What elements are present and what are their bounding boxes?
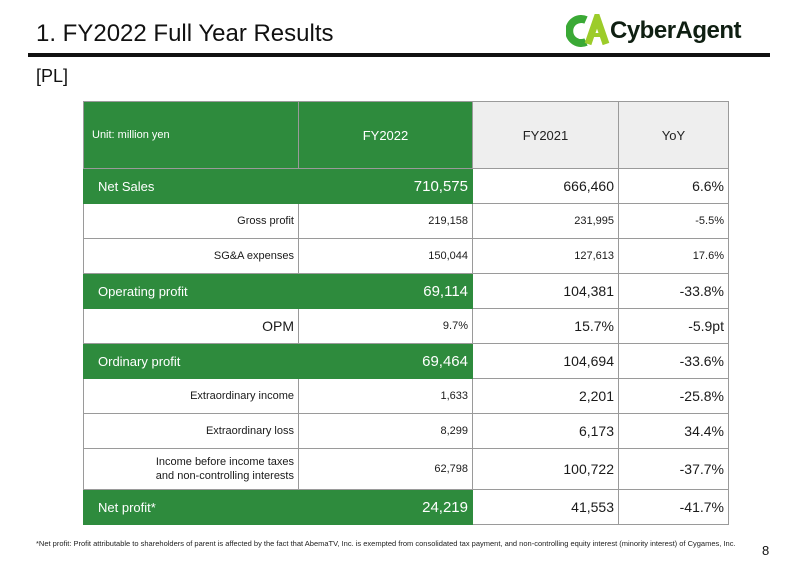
cyberagent-logo: CyberAgent [565,7,770,48]
fy2021-value: 104,381 [472,273,619,309]
column-header-fy2022: FY2022 [298,101,473,169]
fy2021-value: 100,722 [472,448,619,490]
row-label: SG&A expenses [83,238,299,274]
table-row-sga-expenses: SG&A expenses 150,044 127,613 17.6% [83,238,729,274]
fy2022-value: 9.7% [298,308,473,344]
unit-label: Unit: million yen [83,101,299,169]
yoy-value: -5.5% [618,203,729,239]
page-number: 8 [762,543,770,558]
ca-logo-mark-icon [565,7,610,47]
row-label: Extraordinary loss [83,413,299,449]
fy2021-value: 104,694 [472,343,619,379]
fy2022-value: 219,158 [298,203,473,239]
yoy-value: 6.6% [618,168,729,204]
column-header-fy2021: FY2021 [472,101,619,169]
table-row-income-before-taxes: Income before income taxes and non-contr… [83,448,729,490]
fy2022-value: 710,575 [298,168,473,204]
title-divider [28,53,770,57]
fy2021-value: 41,553 [472,489,619,525]
row-label: Gross profit [83,203,299,239]
table-row-ordinary-profit: Ordinary profit 69,464 104,694 -33.6% [83,343,729,379]
fy2022-value: 69,464 [298,343,473,379]
fy2021-value: 15.7% [472,308,619,344]
table-row-net-sales: Net Sales 710,575 666,460 6.6% [83,168,729,204]
table-row-extraordinary-loss: Extraordinary loss 8,299 6,173 34.4% [83,413,729,449]
fy2022-value: 69,114 [298,273,473,309]
row-label: Ordinary profit [83,343,299,379]
row-label-line2: and non-controlling interests [155,470,294,482]
column-header-yoy: YoY [618,101,729,169]
logo-wordmark: CyberAgent [610,17,742,44]
fy2022-value: 150,044 [298,238,473,274]
fy2022-value: 24,219 [298,489,473,525]
table-row-extraordinary-income: Extraordinary income 1,633 2,201 -25.8% [83,378,729,414]
row-label: Operating profit [83,273,299,309]
yoy-value: 17.6% [618,238,729,274]
yoy-value: 34.4% [618,413,729,449]
row-label: OPM [83,308,299,344]
fy2021-value: 6,173 [472,413,619,449]
fy2021-value: 231,995 [472,203,619,239]
yoy-value: -33.8% [618,273,729,309]
fy2022-value: 62,798 [298,448,473,490]
pl-table: Unit: million yen FY2022 FY2021 YoY Net … [83,101,729,525]
fy2022-value: 1,633 [298,378,473,414]
table-row-opm: OPM 9.7% 15.7% -5.9pt [83,308,729,344]
yoy-value: -25.8% [618,378,729,414]
footnote: *Net profit: Profit attributable to shar… [36,539,736,548]
table-row-gross-profit: Gross profit 219,158 231,995 -5.5% [83,203,729,239]
fy2021-value: 2,201 [472,378,619,414]
row-label-line1: Income before income taxes [155,456,294,468]
yoy-value: -37.7% [618,448,729,490]
row-label: Extraordinary income [83,378,299,414]
row-label: Income before income taxes and non-contr… [83,448,299,490]
fy2022-value: 8,299 [298,413,473,449]
section-label: [PL] [36,66,69,86]
row-label: Net profit* [83,489,299,525]
yoy-value: -5.9pt [618,308,729,344]
row-label: Net Sales [83,168,299,204]
fy2021-value: 666,460 [472,168,619,204]
fy2021-value: 127,613 [472,238,619,274]
yoy-value: -33.6% [618,343,729,379]
table-header-row: Unit: million yen FY2022 FY2021 YoY [83,101,729,169]
yoy-value: -41.7% [618,489,729,525]
table-row-operating-profit: Operating profit 69,114 104,381 -33.8% [83,273,729,309]
table-row-net-profit: Net profit* 24,219 41,553 -41.7% [83,489,729,525]
page-title: 1. FY2022 Full Year Results [36,20,334,47]
